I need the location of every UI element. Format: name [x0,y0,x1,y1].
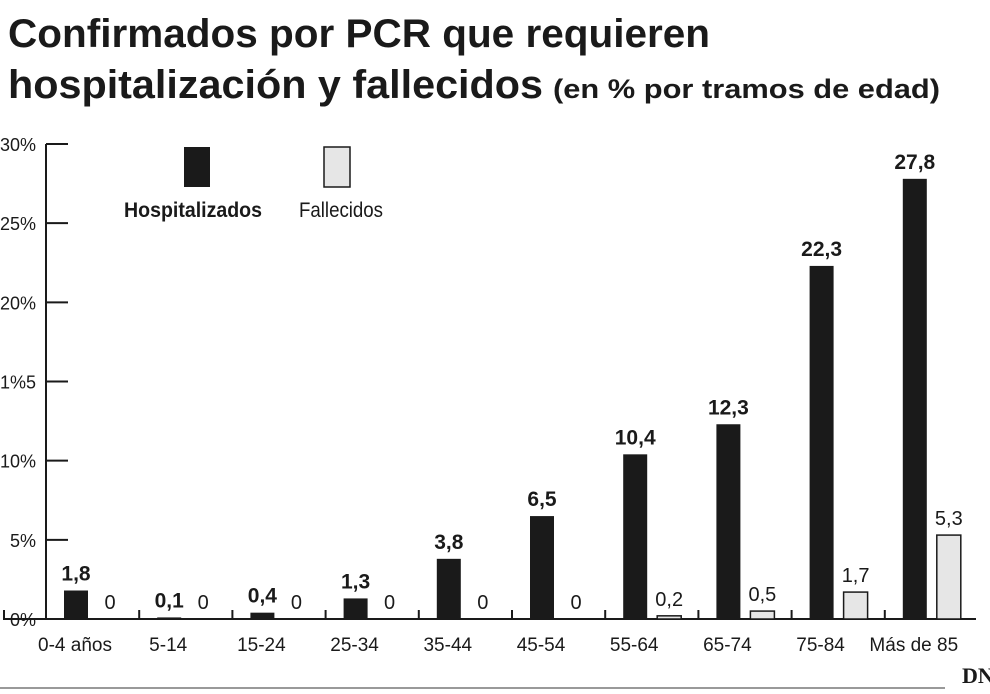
y-tick-label: 1%5 [0,373,36,393]
bar-hospitalizados [716,424,741,619]
data-label-fallecidos: 0 [384,592,395,614]
y-tick-label: 30% [0,135,36,155]
data-label-hospitalizados: 3,8 [434,531,464,554]
data-label-hospitalizados: 12,3 [708,396,749,419]
bar-fallecidos [656,615,682,620]
x-tick-label: 15-24 [237,635,286,656]
y-tick-label: 10% [0,452,36,472]
bar-fallecidos [842,591,869,620]
y-tick-label: 5% [10,531,36,551]
x-tick-label: Más de 85 [869,635,958,656]
bar-hospitalizados [809,265,834,619]
bars: 1,8 0 0,1 0 0,4 0 1,3 0 3,8 0 6,5 0 10,4 0,2 12,3 0,5 22… [61,151,963,620]
legend-swatch-hospitalizados [184,147,210,187]
x-tick-label: 0-4 años [38,635,112,656]
y-tick-label: 20% [0,293,36,313]
bar-hospitalizados [623,454,648,619]
bar-hospitalizados [157,617,182,619]
bar-hospitalizados [343,598,368,619]
data-label-fallecidos: 0,5 [748,584,776,606]
legend: Hospitalizados Fallecidos [124,146,383,222]
x-tick-label: 65-74 [703,635,752,656]
x-tick-label: 25-34 [330,635,379,656]
data-label-fallecidos: 0 [198,592,209,614]
chart-title-line1: Confirmados por PCR que requieren [8,12,710,56]
dn-logo: DN [962,663,990,688]
x-tick-label: 45-54 [517,635,566,656]
data-label-fallecidos: 0 [291,592,302,614]
data-label-hospitalizados: 27,8 [894,151,935,174]
x-tick-label: 35-44 [423,635,472,656]
bar-hospitalizados [436,558,461,619]
data-label-fallecidos: 1,7 [842,565,870,587]
data-label-fallecidos: 5,3 [935,508,963,530]
data-label-hospitalizados: 10,4 [615,426,656,449]
bar-hospitalizados [902,178,927,620]
data-label-hospitalizados: 0,1 [155,589,185,612]
chart-title-line2: hospitalización y fallecidos [8,63,543,107]
axes: 0% 5% 10% 1%5 20% 25% 30% 0-4 años 5-14 15-24 25-3… [0,135,976,656]
data-label-fallecidos: 0,2 [655,589,683,611]
chart-subtitle: (en % por tramos de edad) [553,74,940,104]
data-label-hospitalizados: 1,3 [341,570,370,593]
bar-fallecidos [749,610,776,620]
bar-hospitalizados [64,590,88,619]
data-label-hospitalizados: 6,5 [527,488,557,511]
bar-hospitalizados [530,516,554,619]
data-label-hospitalizados: 22,3 [801,238,842,261]
bar-hospitalizados [250,612,275,619]
y-tick-label: 25% [0,214,36,234]
x-tick-label: 5-14 [149,635,187,656]
legend-label-hospitalizados: Hospitalizados [124,199,262,222]
data-label-hospitalizados: 1,8 [61,563,91,586]
legend-label-fallecidos: Fallecidos [299,199,383,222]
data-label-hospitalizados: 0,4 [248,585,278,608]
y-tick-label: 0% [10,610,36,630]
data-label-fallecidos: 0 [477,592,488,614]
legend-swatch-fallecidos [323,146,351,188]
bar-fallecidos [936,534,962,620]
x-tick-label: 75-84 [796,635,845,656]
data-label-fallecidos: 0 [570,592,581,614]
x-tick-label: 55-64 [610,635,659,656]
data-label-fallecidos: 0 [104,592,115,614]
